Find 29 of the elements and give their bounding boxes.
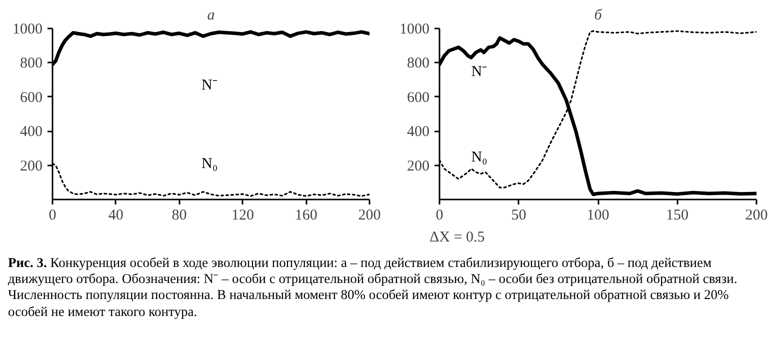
series-label: N₀: [201, 156, 218, 172]
x-tick-label: 160: [294, 208, 318, 224]
x-tick-label: 80: [172, 208, 187, 224]
x-tick-label: 120: [231, 208, 254, 224]
y-tick-label: 1000: [400, 22, 430, 38]
y-tick-label: 400: [407, 124, 430, 140]
chart-title: б: [594, 8, 602, 24]
text: Рис. 3.: [8, 255, 47, 270]
text: ΔX = 0.5: [430, 230, 485, 246]
y-tick-label: 600: [407, 90, 430, 106]
y-tick-label: 800: [20, 56, 42, 72]
x-tick-label: 150: [666, 208, 688, 224]
x-tick-label: 200: [358, 208, 381, 224]
series-label: N₀: [471, 149, 488, 166]
y-tick-label: 600: [20, 90, 42, 106]
x-tick-label: 0: [436, 208, 444, 224]
y-tick-label: 200: [20, 158, 42, 174]
text: N⁻: [201, 77, 218, 94]
y-tick-label: 400: [20, 124, 42, 140]
chart-title: а: [207, 8, 215, 24]
y-tick-label: 800: [407, 56, 430, 72]
y-tick-label: 1000: [12, 22, 42, 38]
x-tick-label: 50: [511, 208, 526, 224]
x-tick-label: 200: [745, 208, 768, 224]
x-tick-label: 0: [48, 208, 56, 224]
series-label: N⁻: [471, 64, 488, 80]
x-tick-label: 100: [586, 208, 610, 224]
y-tick-label: 200: [407, 158, 430, 174]
x-tick-label: 40: [108, 208, 124, 224]
